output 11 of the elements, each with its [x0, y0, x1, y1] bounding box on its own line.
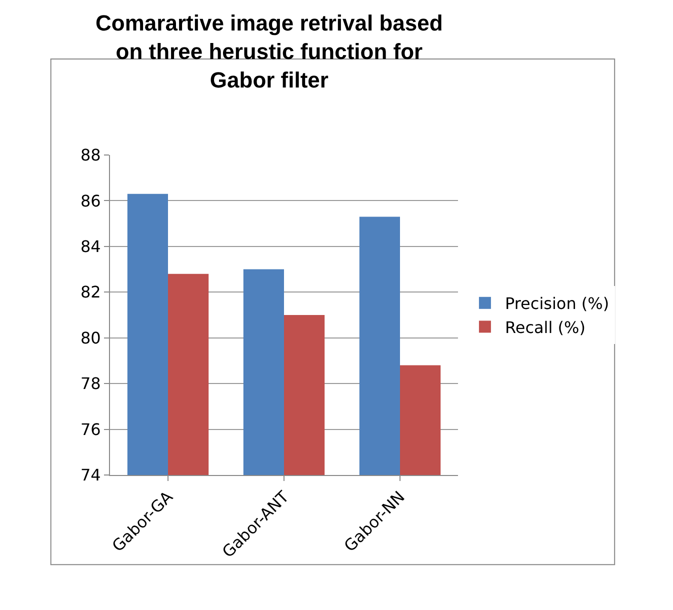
- y-tick-label: 80: [80, 328, 101, 348]
- y-tick-label: 76: [80, 420, 101, 439]
- chart-title: Comarartive image retrival based on three herustic function for Gabor filter: [96, 10, 443, 93]
- legend-label: Recall (%): [504, 318, 586, 337]
- y-tick-label: 74: [80, 466, 101, 485]
- y-tick-label: 86: [80, 191, 101, 210]
- legend-label: Precision (%): [504, 294, 610, 314]
- y-tick-label: 78: [80, 374, 101, 394]
- y-tick-label: 82: [80, 282, 101, 302]
- y-tick-label: 84: [80, 237, 101, 256]
- y-tick-label: 88: [80, 146, 101, 165]
